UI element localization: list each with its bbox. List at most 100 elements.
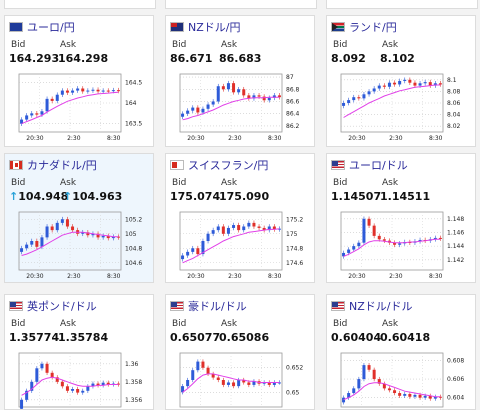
candle xyxy=(50,226,54,231)
currency-card[interactable]: 英ポンド/ドル Bid Ask 1.35774 1.35784 1.36 1.35… xyxy=(4,294,154,410)
pair-link[interactable]: ユーロ/ドル xyxy=(349,159,408,172)
candle xyxy=(116,383,120,385)
candle xyxy=(433,83,437,86)
candle xyxy=(267,97,271,101)
card-header[interactable]: ランド/円 xyxy=(331,20,397,34)
currency-card[interactable]: ユーロ/円 Bid Ask 164.293 164.298 164.5 164 16… xyxy=(4,15,154,147)
candle xyxy=(65,90,69,93)
card-header[interactable]: 豪ドル/ドル xyxy=(170,299,247,313)
bid-label: Bid xyxy=(11,40,26,50)
candle xyxy=(247,382,251,385)
ask-number: 1.14511 xyxy=(380,190,431,203)
card-header[interactable]: 英ポンド/ドル xyxy=(9,299,97,313)
candle xyxy=(50,98,54,101)
candle xyxy=(101,90,105,92)
bid-number: 164.293 xyxy=(9,52,60,65)
candle xyxy=(55,94,59,101)
candle xyxy=(398,243,402,245)
candle xyxy=(393,390,397,394)
candle xyxy=(418,83,422,86)
ask-value: 8.102 xyxy=(380,52,415,65)
pair-link[interactable]: 豪ドル/ドル xyxy=(188,300,247,313)
x-tick-label: 2:30 xyxy=(228,135,242,142)
candle xyxy=(372,225,376,236)
card-header[interactable]: ユーロ/ドル xyxy=(331,158,408,172)
price-chart[interactable]: 1.148 1.146 1.144 1.142 20:30 2:30 8:30 xyxy=(331,210,471,284)
x-tick-label: 8:30 xyxy=(429,273,443,280)
candle xyxy=(272,95,276,98)
price-chart[interactable]: 164.5 164 163.5 20:30 2:30 8:30 xyxy=(9,72,149,146)
x-tick-label: 20:30 xyxy=(348,135,365,142)
candle xyxy=(367,365,371,370)
x-tick-label: 20:30 xyxy=(187,135,204,142)
currency-card[interactable]: ランド/円 Bid Ask 8.092 8.102 8.1 8.08 8.06 8.0… xyxy=(326,15,476,147)
candle xyxy=(71,389,75,391)
candle xyxy=(206,104,210,109)
card-header[interactable]: ユーロ/円 xyxy=(9,20,75,34)
price-chart[interactable]: 0.608 0.606 0.604 xyxy=(331,351,471,409)
pair-link[interactable]: カナダドル/円 xyxy=(27,159,97,172)
card-header[interactable]: NZドル/ドル xyxy=(331,299,412,313)
pair-link[interactable]: スイスフラン/円 xyxy=(188,159,269,172)
bid-number: 0.60404 xyxy=(331,331,382,344)
card-header[interactable]: カナダドル/円 xyxy=(9,158,97,172)
y-tick-label: 104.6 xyxy=(125,260,142,267)
candle xyxy=(60,219,64,223)
flag-icon xyxy=(9,301,23,311)
candle xyxy=(393,82,397,85)
currency-card[interactable]: 豪ドル/ドル Bid Ask 0.65077 0.65086 0.652 0.65 xyxy=(165,294,315,410)
candle xyxy=(247,95,251,99)
price-chart[interactable]: 8.1 8.08 8.06 8.04 8.02 20:30 2:30 8:30 xyxy=(331,72,471,146)
bid-value: 86.671 xyxy=(170,52,212,65)
candle xyxy=(342,397,346,403)
currency-card[interactable]: NZドル/円 Bid Ask 86.671 86.683 87 86.8 86.6 8… xyxy=(165,15,315,147)
currency-card[interactable]: ユーロ/ドル Bid Ask 1.14507 1.14511 1.148 1.14… xyxy=(326,153,476,283)
candle xyxy=(357,379,361,389)
pair-link[interactable]: 英ポンド/ドル xyxy=(27,300,97,313)
x-tick-label: 2:30 xyxy=(67,273,81,280)
flag-icon xyxy=(331,160,345,170)
candle xyxy=(377,235,381,240)
price-chart[interactable]: 87 86.8 86.6 86.4 86.2 20:30 2:30 8:30 xyxy=(170,72,310,146)
plot-frame xyxy=(18,211,122,271)
candle xyxy=(216,377,220,380)
currency-card[interactable]: スイスフラン/円 Bid Ask 175.074 175.090 175.2 17… xyxy=(165,153,315,283)
candle xyxy=(40,237,44,247)
candle xyxy=(226,227,230,234)
candle xyxy=(40,111,44,115)
candle xyxy=(211,101,215,105)
candle xyxy=(262,227,266,231)
x-tick-label: 2:30 xyxy=(389,273,403,280)
price-chart[interactable]: 0.652 0.65 xyxy=(170,351,310,409)
pair-link[interactable]: ユーロ/円 xyxy=(27,21,75,34)
ask-value: ↑104.963 xyxy=(63,190,122,203)
price-chart[interactable]: 1.36 1.358 1.356 xyxy=(9,351,149,409)
currency-card[interactable]: NZドル/ドル Bid Ask 0.60404 0.60418 0.608 0.6… xyxy=(326,294,476,410)
pair-link[interactable]: NZドル/円 xyxy=(188,21,241,34)
ask-number: 164.298 xyxy=(58,52,109,65)
price-chart[interactable]: 105.2 105 104.8 104.6 20:30 2:30 8:30 xyxy=(9,210,149,284)
candle xyxy=(106,382,110,385)
ask-label: Ask xyxy=(382,319,399,329)
candle xyxy=(25,244,29,249)
candle xyxy=(86,90,90,92)
candle xyxy=(423,82,427,84)
currency-card[interactable]: カナダドル/円 Bid Ask ↑104.948 ↑104.963 105.2 1… xyxy=(4,153,154,283)
y-tick-label: 164 xyxy=(125,100,137,107)
ask-number: 0.65086 xyxy=(219,331,270,344)
candle xyxy=(20,248,24,252)
card-header[interactable]: NZドル/円 xyxy=(170,20,240,34)
candle xyxy=(91,89,95,91)
card-header[interactable]: スイスフラン/円 xyxy=(170,158,268,172)
price-chart[interactable]: 175.2 175 174.8 174.6 20:30 2:30 8:30 xyxy=(170,210,310,284)
pair-link[interactable]: ランド/円 xyxy=(349,21,397,34)
bid-value: 8.092 xyxy=(331,52,366,65)
candle xyxy=(382,239,386,241)
flag-icon xyxy=(170,160,184,170)
x-tick-label: 8:30 xyxy=(107,273,121,280)
candle xyxy=(232,225,236,228)
candle xyxy=(211,373,215,378)
up-arrow-icon: ↑ xyxy=(9,190,19,203)
bid-label: Bid xyxy=(333,178,348,188)
pair-link[interactable]: NZドル/ドル xyxy=(349,300,413,313)
